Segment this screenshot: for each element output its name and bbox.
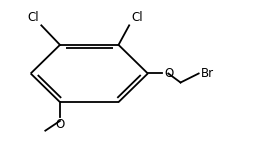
- Text: O: O: [165, 67, 174, 80]
- Text: Cl: Cl: [27, 11, 39, 24]
- Text: Br: Br: [201, 67, 214, 80]
- Text: Cl: Cl: [132, 11, 143, 24]
- Text: O: O: [55, 118, 65, 131]
